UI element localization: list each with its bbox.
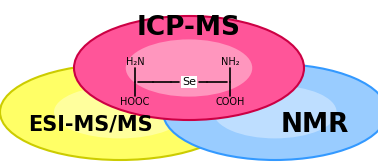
Text: COOH: COOH — [215, 97, 245, 107]
Text: NH₂: NH₂ — [221, 57, 239, 67]
Ellipse shape — [54, 86, 186, 138]
Text: ICP-MS: ICP-MS — [137, 15, 241, 41]
Text: Se: Se — [182, 77, 196, 87]
Text: NMR: NMR — [281, 112, 349, 138]
Ellipse shape — [163, 64, 378, 160]
Ellipse shape — [214, 86, 336, 138]
Ellipse shape — [74, 16, 304, 120]
Ellipse shape — [0, 64, 240, 160]
Text: H₂N: H₂N — [126, 57, 144, 67]
Text: ESI-MS/MS: ESI-MS/MS — [28, 115, 152, 135]
Text: HOOC: HOOC — [120, 97, 150, 107]
Ellipse shape — [126, 39, 252, 97]
